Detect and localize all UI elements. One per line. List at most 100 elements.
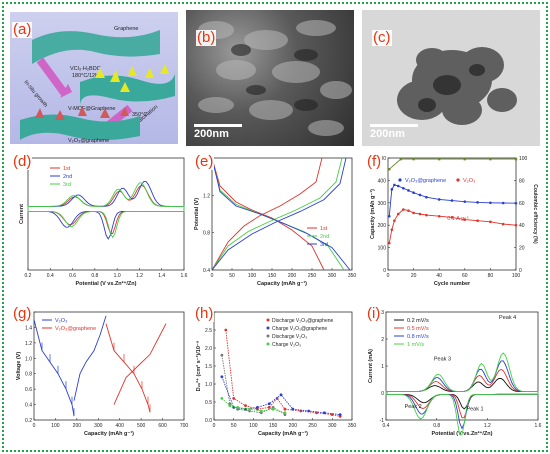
arrow1-label: In-situ growth bbox=[22, 79, 48, 108]
cv-curve-3rd bbox=[27, 182, 185, 239]
capacity-point bbox=[514, 223, 518, 227]
x-tick-label: 0 bbox=[211, 273, 214, 279]
legend-h-swatch bbox=[266, 326, 270, 330]
x-tick-label: 200 bbox=[289, 423, 298, 429]
sem-texture bbox=[198, 20, 352, 136]
diffusion-point bbox=[224, 328, 228, 332]
diffusion-point bbox=[244, 404, 247, 407]
v2o3-crystals bbox=[35, 106, 129, 120]
y-tick-label: 1.0 bbox=[205, 382, 212, 388]
legend-i-text: 0.8 mV/s bbox=[407, 334, 429, 340]
y-axis-label: Current (mA) bbox=[368, 349, 374, 383]
gitt-charge-V₂O₃ bbox=[73, 315, 107, 401]
capacity-point bbox=[396, 212, 400, 216]
x-tick-label: 200 bbox=[288, 273, 297, 279]
peak-annotation: Peak 4 bbox=[499, 315, 516, 321]
capacity-point bbox=[396, 184, 400, 188]
panel-f-chart: 0204060801000100200300400500Cycle number… bbox=[369, 156, 538, 287]
capacity-point bbox=[390, 188, 394, 191]
x-tick-label: 50 bbox=[229, 273, 235, 279]
capacity-point bbox=[407, 189, 410, 192]
legend-g-text: V₂O₃ bbox=[55, 318, 67, 324]
x-tick-label: 0.4 bbox=[383, 423, 390, 429]
diffusion-point bbox=[275, 397, 279, 400]
v2o3-sheet bbox=[20, 114, 140, 140]
x-tick-label: 150 bbox=[269, 423, 278, 429]
y-tick-label: 1.0 bbox=[25, 356, 32, 362]
diffusion-point bbox=[291, 407, 295, 411]
capacity-point bbox=[501, 222, 505, 226]
capacity-line-V₂O₃@graphene bbox=[388, 184, 517, 217]
legend-i-text: 1 mV/s bbox=[407, 342, 424, 348]
x-tick-label: 500 bbox=[137, 423, 146, 429]
x-tick-label: 0 bbox=[33, 423, 36, 429]
rate-annotation: 0.1 A g⁻¹ bbox=[447, 216, 469, 222]
y-tick-label: 1.4 bbox=[25, 325, 32, 331]
diffusion-point bbox=[267, 402, 271, 406]
plot-area bbox=[33, 311, 185, 421]
x-tick-label: 200 bbox=[73, 423, 82, 429]
x-tick-label: 300 bbox=[328, 423, 337, 429]
capacity-point bbox=[501, 201, 505, 205]
diffusion-point bbox=[236, 406, 240, 409]
diffusion-point bbox=[323, 411, 326, 415]
schematic-graphene: Graphene VCl₃·H₂BDC 180°C/12h In-situ gr… bbox=[20, 26, 175, 144]
y-tick-label: 0 bbox=[383, 268, 386, 274]
capacity-point bbox=[463, 200, 467, 203]
plot-area bbox=[387, 157, 517, 271]
scale-bar-c: 200nm bbox=[370, 124, 418, 140]
capacity-point bbox=[387, 214, 391, 218]
x-tick-label: 1.4 bbox=[158, 273, 165, 279]
legend-e-text: 1st bbox=[320, 226, 328, 232]
legend-h-text: Charge V₂O₃ bbox=[272, 342, 301, 348]
y-tick-label: 2.0 bbox=[205, 346, 212, 352]
scale-bar-b: 200nm bbox=[194, 124, 242, 140]
x-tick-label: 0.8 bbox=[91, 273, 98, 279]
capacity-point bbox=[390, 228, 394, 231]
y-tick-label: 100 bbox=[378, 246, 387, 252]
y-tick-label: 3 bbox=[381, 310, 384, 316]
y-tick-label: 2 bbox=[381, 337, 384, 343]
capacity-point bbox=[437, 214, 441, 218]
gitt-charge-V₂O₃@graphene bbox=[113, 323, 167, 405]
diffusion-point bbox=[255, 406, 259, 409]
charge-curve-2nd bbox=[211, 157, 343, 271]
x-axis-label: Capacity (mAh g⁻¹) bbox=[257, 280, 307, 287]
x-axis-label: Potential (V vs.Zn²⁺/Zn) bbox=[76, 280, 137, 287]
y-tick-label: 0.4 bbox=[25, 403, 32, 409]
y-tick-label: 2.5 bbox=[205, 328, 212, 334]
vmof-crystals bbox=[95, 64, 169, 92]
legend-g-text: V₂O₃@graphene bbox=[55, 326, 96, 332]
y-tick-label: 300 bbox=[378, 201, 387, 207]
panel-h-chart: 0501001502002503003500.00.51.01.52.02.53… bbox=[195, 310, 356, 437]
panel-d-chart: 0.2 0.4 0.6 0.8 1.0 1.2 1.4 1.6 Potential (V vs.… bbox=[19, 157, 188, 287]
diffusion-point bbox=[220, 375, 224, 379]
legend-e-text: 3rd bbox=[320, 242, 328, 248]
y-axis-label: Current bbox=[19, 204, 25, 224]
capacity-point bbox=[425, 213, 428, 217]
x-tick-label: 250 bbox=[308, 423, 317, 429]
y2-tick-label: 100 bbox=[519, 156, 528, 162]
x-tick-label: 60 bbox=[462, 273, 468, 279]
capacity-point bbox=[407, 209, 410, 212]
x-tick-label: 1.6 bbox=[535, 423, 542, 429]
step2-label: 350°C bbox=[132, 112, 147, 118]
y-tick-label: 1 bbox=[381, 364, 384, 370]
capacity-point bbox=[463, 218, 467, 221]
capacity-point bbox=[387, 241, 391, 245]
cv-rate-1 mV/s bbox=[385, 352, 539, 436]
capacity-point bbox=[514, 201, 518, 205]
capacity-point bbox=[418, 212, 422, 216]
capacity-point bbox=[489, 220, 492, 224]
panel-label-h: (h) bbox=[194, 305, 215, 322]
legend-e-text: 2nd bbox=[320, 234, 329, 240]
panel-label-g: (g) bbox=[12, 305, 33, 322]
v2o3-label: V₂O₃@graphene bbox=[68, 138, 109, 144]
panel-label-e: (e) bbox=[194, 153, 215, 170]
graphene-label: Graphene bbox=[114, 26, 138, 32]
y-tick-label: 0.8 bbox=[203, 231, 210, 237]
diffusion-point bbox=[283, 407, 287, 411]
diffusion-point bbox=[259, 409, 263, 413]
legend-f-swatch bbox=[456, 178, 460, 182]
